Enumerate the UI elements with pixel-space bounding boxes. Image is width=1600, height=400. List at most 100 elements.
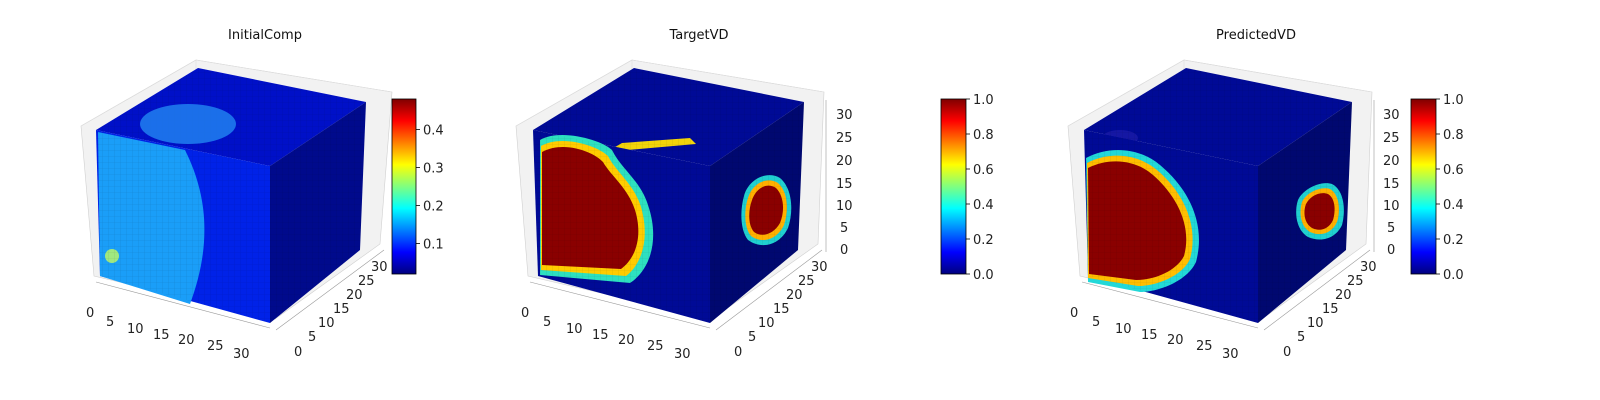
z-tick-label: 25	[836, 131, 853, 146]
colorbar: 0.0 0.2 0.4 0.6 0.8 1.0	[940, 93, 994, 283]
x-tick-label: 20	[618, 333, 635, 348]
colorbar: 0.1 0.2 0.3 0.4	[391, 98, 444, 275]
voxel-face-front-overlay	[1084, 130, 1258, 323]
x-tick-label: 0	[1070, 306, 1078, 321]
z-tick-label: 5	[840, 221, 848, 236]
y-tick-label: 15	[773, 302, 790, 317]
colorbar-ticks: 0.1 0.2 0.3 0.4	[416, 123, 444, 253]
y-tick-label: 5	[748, 330, 756, 345]
x-tick-label: 25	[647, 339, 664, 354]
colorbar-tick-label: 0.2	[423, 200, 444, 215]
x-tick-label: 20	[1167, 333, 1184, 348]
x-tick-label: 10	[1115, 322, 1132, 337]
voxel-blob-top	[140, 104, 236, 144]
colorbar: 0.0 0.2 0.4 0.6 0.8 1.0	[1410, 93, 1464, 283]
y-axis: 0 5 10 15 20 25 30	[715, 249, 828, 360]
z-tick-label: 0	[840, 243, 848, 258]
y-tick-label: 30	[1360, 260, 1377, 275]
colorbar-tick-label: 0.4	[423, 123, 444, 138]
y-tick-label: 10	[1307, 316, 1324, 331]
z-tick-label: 20	[836, 154, 853, 169]
colorbar-tick-label: 0.1	[423, 238, 444, 253]
colorbar-tick-label: 0.4	[1443, 198, 1464, 213]
chart-title: TargetVD	[668, 28, 728, 43]
y-axis: 0 5 10 15 20 25 30	[275, 249, 388, 360]
colorbar-ticks: 0.0 0.2 0.4 0.6 0.8 1.0	[1436, 93, 1464, 283]
y-tick-label: 30	[811, 260, 828, 275]
z-tick-label: 15	[1383, 177, 1400, 192]
chart-panel-targetvd: TargetVD 0 5 10 15 20 25 30	[515, 28, 994, 362]
x-tick-label: 0	[521, 306, 529, 321]
colorbar-tick-label: 0.2	[973, 233, 994, 248]
z-tick-label: 10	[1383, 199, 1400, 214]
z-tick-label: 25	[1383, 131, 1400, 146]
voxel-face-top-overlay	[1084, 68, 1352, 166]
voxel-face-front-overlay	[96, 130, 270, 323]
z-axis: 0 5 10 15 20 25 30	[1373, 100, 1400, 258]
y-tick-label: 15	[333, 302, 350, 317]
y-tick-label: 20	[786, 288, 803, 303]
x-tick-label: 30	[1222, 347, 1239, 362]
y-tick-label: 5	[1297, 330, 1305, 345]
colorbar-ticks: 0.0 0.2 0.4 0.6 0.8 1.0	[966, 93, 994, 283]
colorbar-tick-label: 1.0	[973, 93, 994, 108]
voxel-face-top-overlay	[533, 68, 804, 166]
z-axis: 0 5 10 15 20 25 30	[825, 100, 853, 258]
x-axis: 0 5 10 15 20 25 30	[521, 281, 711, 362]
y-tick-label: 5	[308, 330, 316, 345]
colorbar-tick-label: 0.0	[1443, 268, 1464, 283]
y-tick-label: 30	[371, 260, 388, 275]
colorbar-gradient	[1410, 98, 1437, 275]
x-tick-label: 0	[86, 306, 94, 321]
x-tick-label: 15	[153, 328, 170, 343]
x-axis: 0 5 10 15 20 25 30	[1070, 281, 1259, 362]
x-tick-label: 25	[1196, 339, 1213, 354]
z-tick-label: 30	[1383, 108, 1400, 123]
z-tick-label: 10	[836, 199, 853, 214]
x-tick-label: 30	[233, 347, 250, 362]
chart-title: PredictedVD	[1216, 28, 1296, 43]
colorbar-tick-label: 1.0	[1443, 93, 1464, 108]
colorbar-gradient	[940, 98, 967, 275]
y-tick-label: 0	[294, 345, 302, 360]
y-tick-label: 0	[1283, 345, 1291, 360]
chart-panel-initialcomp: InitialComp 0 5 10 15 20 25 30	[80, 28, 444, 362]
colorbar-tick-label: 0.3	[423, 161, 444, 176]
chart-panel-predictedvd: PredictedVD 0 5 10 15 20 25 30	[1067, 28, 1464, 362]
y-tick-label: 20	[1335, 288, 1352, 303]
z-tick-label: 20	[1383, 154, 1400, 169]
y-tick-label: 25	[1347, 274, 1364, 289]
x-tick-label: 15	[592, 328, 609, 343]
z-tick-label: 30	[836, 108, 853, 123]
colorbar-tick-label: 0.8	[1443, 128, 1464, 143]
y-tick-label: 15	[1322, 302, 1339, 317]
y-tick-label: 10	[758, 316, 775, 331]
x-tick-label: 20	[178, 333, 195, 348]
y-tick-label: 25	[798, 274, 815, 289]
colorbar-tick-label: 0.6	[973, 163, 994, 178]
x-tick-label: 5	[543, 315, 551, 330]
colorbar-tick-label: 0.2	[1443, 233, 1464, 248]
x-tick-label: 5	[106, 315, 114, 330]
colorbar-tick-label: 0.4	[973, 198, 994, 213]
x-tick-label: 15	[1141, 328, 1158, 343]
colorbar-tick-label: 0.0	[973, 268, 994, 283]
x-tick-label: 5	[1092, 315, 1100, 330]
y-tick-label: 25	[358, 274, 375, 289]
voxel-face-right-overlay	[1258, 102, 1352, 323]
x-axis: 0 5 10 15 20 25 30	[86, 281, 271, 362]
colorbar-tick-label: 0.6	[1443, 163, 1464, 178]
x-tick-label: 30	[674, 347, 691, 362]
y-tick-label: 0	[734, 345, 742, 360]
z-tick-label: 15	[836, 177, 853, 192]
y-axis: 0 5 10 15 20 25 30	[1263, 249, 1377, 360]
colorbar-gradient	[391, 98, 417, 275]
voxel-face-right-overlay	[270, 102, 366, 323]
z-tick-label: 5	[1387, 221, 1395, 236]
chart-title: InitialComp	[228, 28, 302, 43]
y-tick-label: 20	[346, 288, 363, 303]
x-tick-label: 10	[566, 322, 583, 337]
x-tick-label: 10	[127, 322, 144, 337]
y-tick-label: 10	[318, 316, 335, 331]
